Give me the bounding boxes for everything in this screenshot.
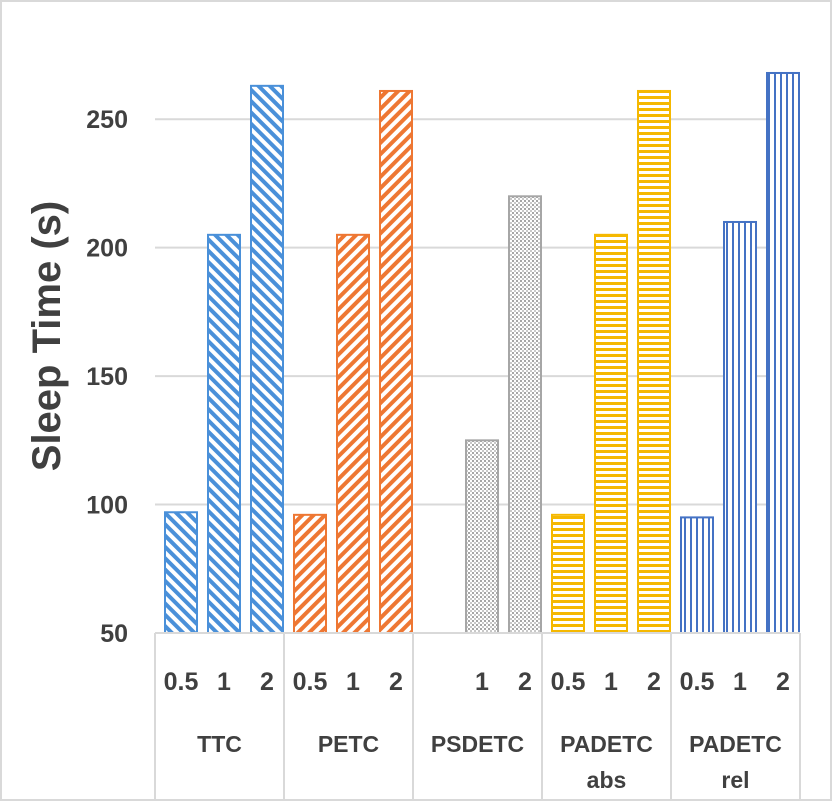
x-group-label: abs (587, 767, 627, 793)
y-axis-ticks: 50 100 150 200 250 (86, 106, 128, 648)
x-group-label: PSDETC (431, 731, 524, 757)
y-axis-title: Sleep Time (s) (25, 201, 69, 471)
x-group-label: PADETC (560, 731, 653, 757)
x-category-label: 1 (733, 668, 747, 696)
x-category-label: 0.5 (293, 668, 328, 696)
bar-ttc-0.5 (164, 511, 198, 634)
x-category-label: 2 (389, 668, 403, 696)
bar-padetc-rel-0.5 (680, 516, 714, 635)
x-group-label: rel (721, 767, 749, 793)
x-group-label: PADETC (689, 731, 782, 757)
x-category-labels: 0.5 1 2 0.5 1 2 1 2 0.5 1 2 0.5 1 2 (164, 668, 790, 696)
x-group-label: PETC (318, 731, 379, 757)
x-category-label: 1 (217, 668, 231, 696)
x-category-label: 2 (776, 668, 790, 696)
bar-petc-2 (379, 89, 413, 635)
x-category-label: 1 (604, 668, 618, 696)
x-category-label: 1 (346, 668, 360, 696)
bar-padetc-rel-1 (723, 220, 757, 634)
y-tick-label: 150 (86, 363, 128, 391)
bar-padetc-abs-2 (637, 89, 671, 635)
bar-padetc-abs-0.5 (551, 513, 585, 635)
x-category-label: 2 (260, 668, 274, 696)
x-category-label: 1 (475, 668, 489, 696)
y-tick-label: 200 (86, 235, 128, 263)
x-category-label: 0.5 (680, 668, 715, 696)
x-category-label: 0.5 (164, 668, 199, 696)
y-tick-label: 50 (100, 620, 128, 648)
bar-ttc-2 (250, 84, 284, 635)
bar-ttc-1 (207, 233, 241, 634)
x-group-label: TTC (197, 731, 242, 757)
bar-padetc-abs-1 (594, 233, 628, 634)
x-category-label: 2 (518, 668, 532, 696)
y-tick-label: 100 (86, 492, 128, 520)
bar-petc-0.5 (293, 513, 327, 635)
y-tick-label: 250 (86, 106, 128, 134)
bar-psdetc-1 (465, 439, 499, 635)
bars (164, 71, 800, 635)
x-axis-table (154, 632, 801, 801)
x-group-labels: TTC PETC PSDETC PADETC abs PADETC rel (197, 731, 782, 793)
x-category-label: 0.5 (551, 668, 586, 696)
bar-padetc-rel-2 (766, 71, 800, 634)
bar-petc-1 (336, 233, 370, 634)
bar-psdetc-2 (508, 195, 542, 635)
x-category-label: 2 (647, 668, 661, 696)
